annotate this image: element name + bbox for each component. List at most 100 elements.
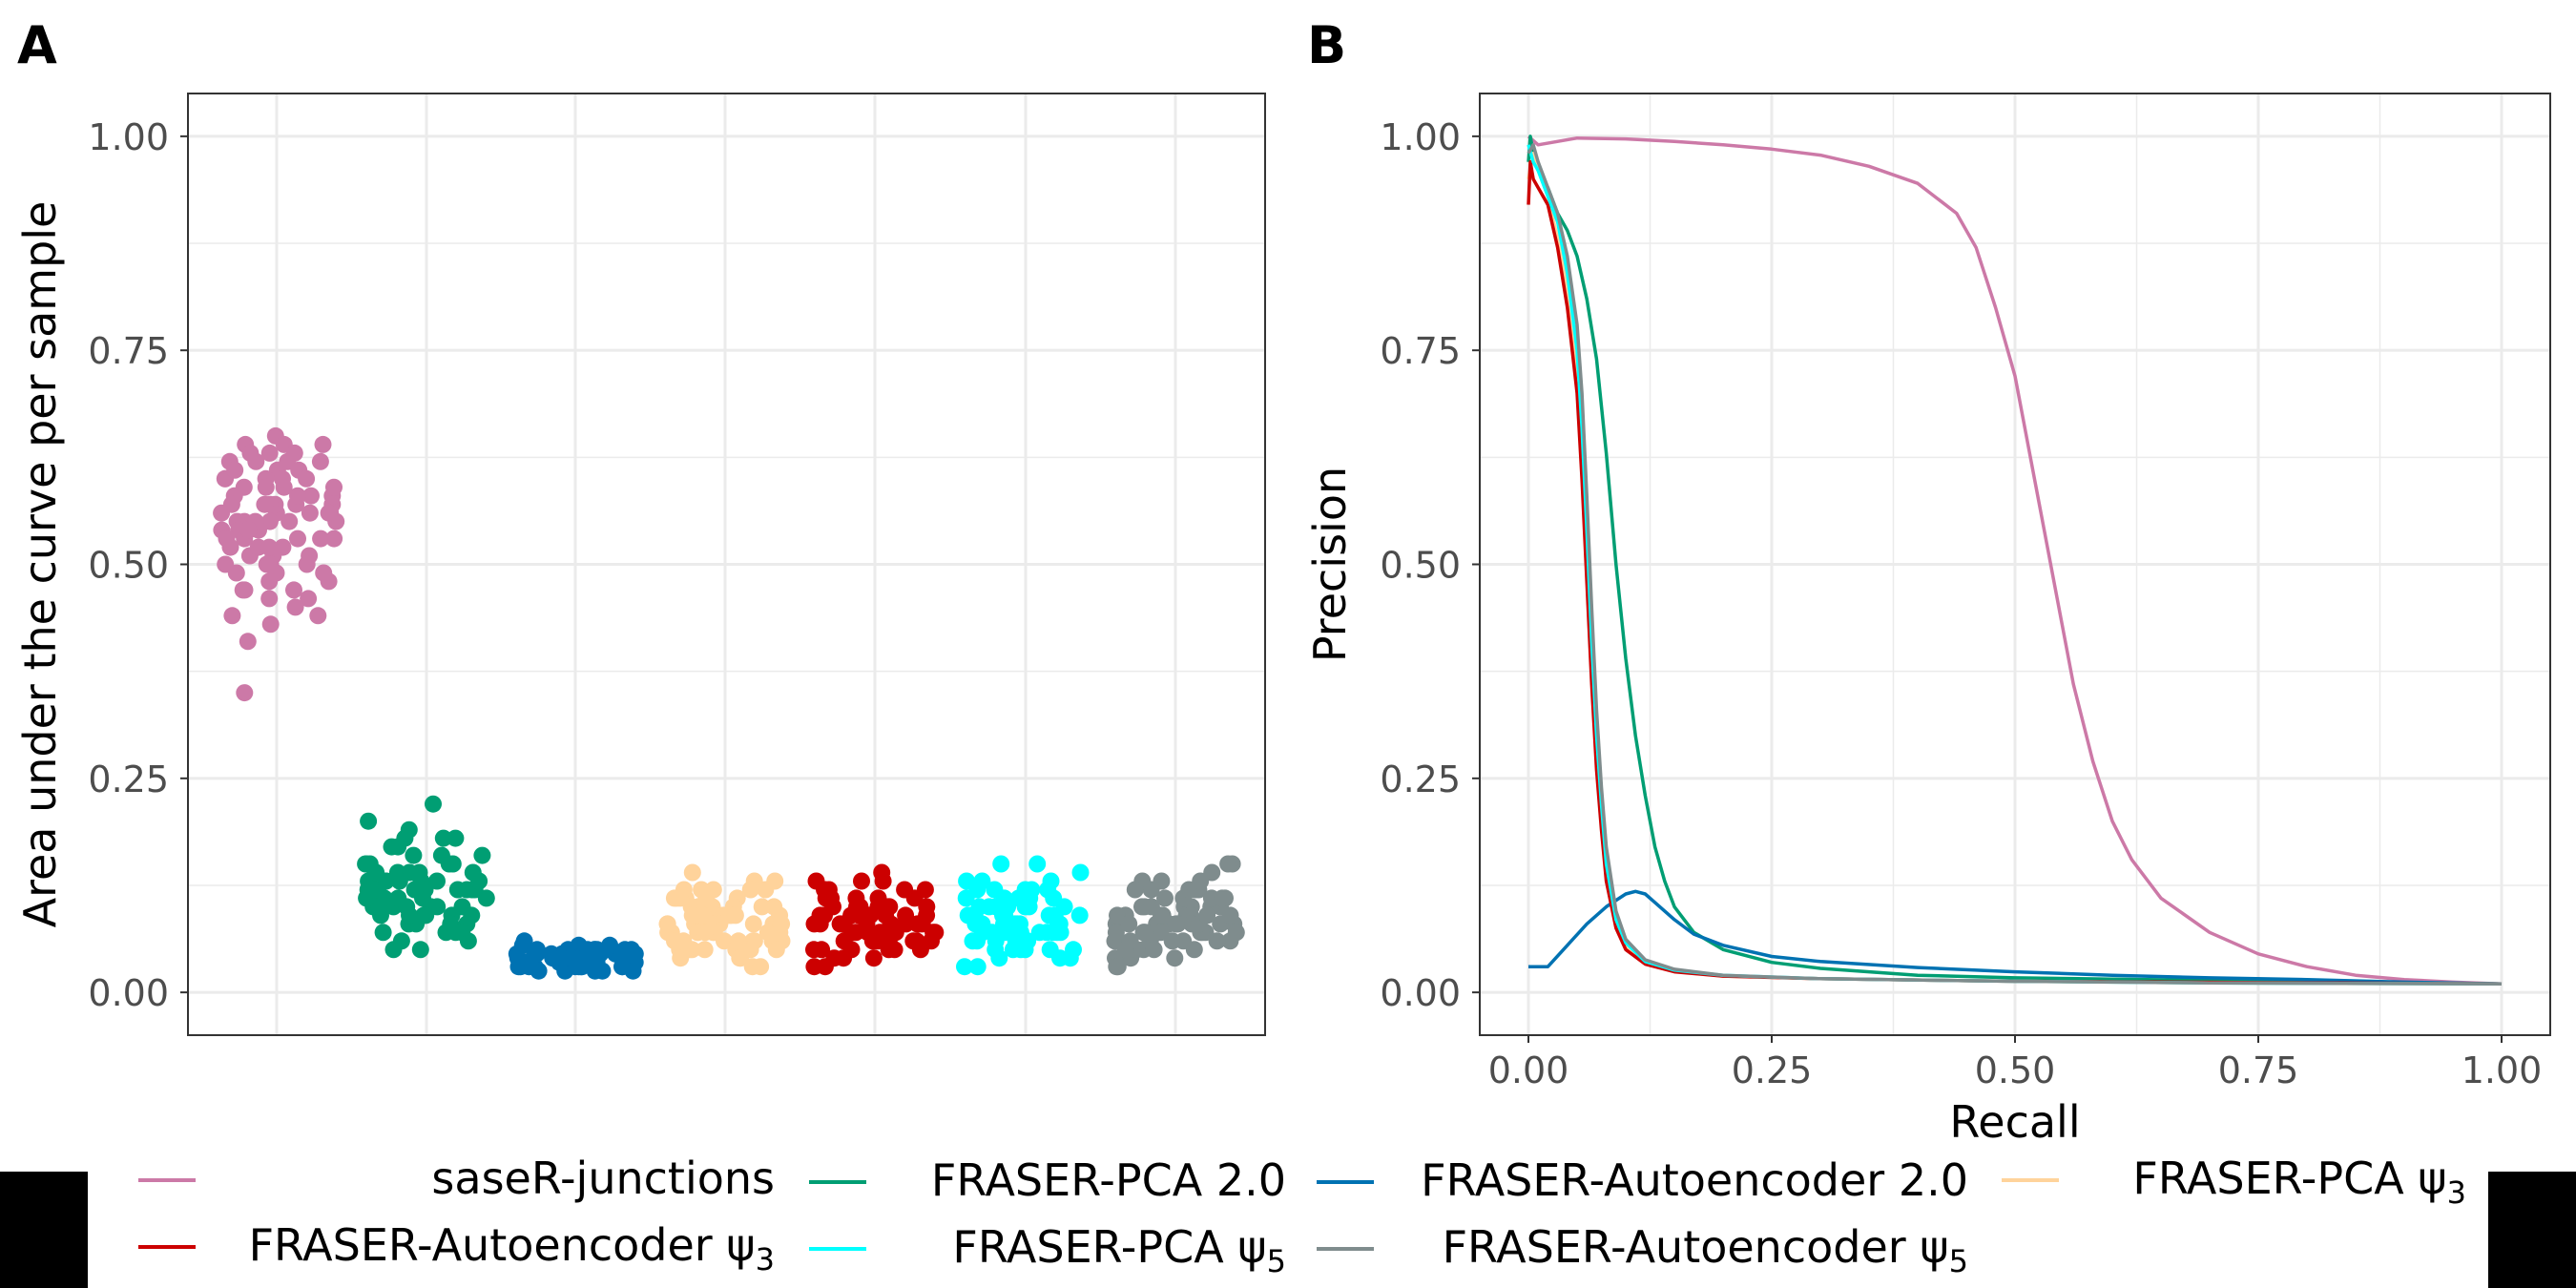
panel-b-line-saser-junctions (1527, 135, 2503, 986)
legend-label-text: FRASER-PCA ψ (2132, 1153, 2446, 1204)
panel-a-point-fraser-pca-psi3 (741, 881, 759, 899)
panel-b-line-fraser-autoencoder-psi5 (1527, 143, 2503, 986)
panel-a-point-fraser-pca-2-0 (360, 812, 378, 830)
panel-a-point-fraser-pca-2-0 (411, 941, 429, 959)
panel-a-point-fraser-autoencoder-psi3 (916, 881, 934, 899)
panel-a-point-fraser-pca-psi5 (980, 898, 998, 916)
panel-a-point-saser-junctions (286, 598, 304, 616)
panel-a-point-saser-junctions (325, 478, 343, 496)
panel-a-point-fraser-pca-psi5 (968, 958, 987, 976)
panel-a-point-saser-junctions (217, 555, 235, 573)
panel-a-point-fraser-autoencoder-psi5 (1156, 889, 1174, 907)
panel-a-point-fraser-autoencoder-psi3 (882, 915, 900, 933)
panel-a-point-fraser-autoencoder-psi5 (1126, 881, 1144, 899)
panel-a-point-saser-junctions (325, 530, 343, 548)
panel-a-point-saser-junctions (280, 512, 299, 530)
panel-a-point-fraser-pca-2-0 (367, 863, 385, 882)
panel-a-point-fraser-autoencoder-psi3 (896, 881, 914, 899)
panel-b-xtick-label: 1.00 (2462, 1049, 2543, 1091)
panel-a-point-fraser-autoencoder-2-0 (568, 953, 586, 971)
panel-a-point-fraser-autoencoder-psi5 (1219, 855, 1237, 873)
panel-a-point-fraser-autoencoder-2-0 (622, 941, 640, 959)
panel-a-point-saser-junctions (223, 607, 241, 625)
legend-label-text: FRASER-PCA ψ (952, 1221, 1266, 1273)
panel-a-point-fraser-autoencoder-psi5 (1120, 915, 1138, 933)
legend-label-text: FRASER-Autoencoder 2.0 (1421, 1154, 1968, 1206)
panel-a-point-saser-junctions (302, 487, 320, 505)
panel-a-point-fraser-autoencoder-psi3 (926, 924, 945, 942)
panel-a-point-fraser-autoencoder-psi3 (853, 872, 870, 890)
panel-a-point-fraser-autoencoder-psi5 (1136, 924, 1154, 942)
panel-a-point-saser-junctions (256, 495, 274, 513)
panel-a-point-fraser-pca-psi3 (683, 863, 701, 882)
panel-a-point-saser-junctions (274, 469, 291, 488)
panel-b-ylabel: Precision (1304, 467, 1356, 662)
panel-a-point-fraser-autoencoder-psi5 (1192, 872, 1210, 890)
panel-a-point-fraser-pca-2-0 (390, 872, 408, 890)
panel-a-point-fraser-autoencoder-psi5 (1221, 906, 1239, 924)
panel-a-point-saser-junctions (234, 581, 252, 599)
panel-a-point-saser-junctions (218, 530, 236, 548)
panel-a-point-fraser-pca-2-0 (370, 898, 387, 916)
panel-b-ytick-label: 0.25 (1380, 758, 1461, 800)
panel-a-point-fraser-pca-psi3 (773, 915, 791, 933)
panel-label-a: A (17, 15, 57, 75)
panel-a-point-fraser-pca-psi3 (695, 906, 713, 924)
panel-a-point-fraser-autoencoder-psi3 (805, 915, 823, 933)
panel-a-point-fraser-pca-2-0 (392, 932, 410, 950)
panel-b-ytick-label: 0.75 (1380, 330, 1461, 372)
panel-a-point-saser-junctions (285, 444, 303, 462)
panel-a-point-fraser-pca-2-0 (405, 881, 424, 899)
panel-a-point-fraser-pca-2-0 (447, 924, 465, 942)
legend-label-subscript: 5 (1267, 1243, 1286, 1279)
panel-a-point-fraser-autoencoder-psi3 (907, 932, 925, 950)
panel-b-ytick-label: 0.50 (1380, 545, 1461, 587)
panel-a-point-saser-junctions (315, 564, 333, 582)
panel-b-xlabel: Recall (1949, 1096, 2080, 1148)
panel-a-point-fraser-autoencoder-2-0 (613, 958, 631, 976)
panel-label-b: B (1307, 15, 1346, 75)
panel-a-point-fraser-pca-psi5 (1023, 881, 1041, 899)
panel-a-point-fraser-pca-psi3 (696, 941, 714, 959)
panel-a-ylabel: Area under the curve per sample (14, 201, 66, 928)
panel-a-point-fraser-pca-psi5 (1045, 889, 1063, 907)
panel-a-point-fraser-pca-2-0 (365, 881, 384, 899)
panel-a-ytick-label: 0.25 (88, 758, 169, 800)
panel-a-point-fraser-autoencoder-psi3 (897, 906, 915, 924)
panel-a-point-fraser-autoencoder-psi3 (908, 915, 926, 933)
panel-a-point-saser-junctions (239, 521, 258, 539)
panel-b-xtick-label: 0.25 (1732, 1049, 1813, 1091)
panel-a-point-fraser-pca-psi3 (752, 958, 770, 976)
panel-a-point-fraser-autoencoder-psi3 (825, 949, 843, 967)
panel-a-point-fraser-autoencoder-2-0 (530, 962, 548, 980)
panel-a-point-saser-junctions (260, 590, 279, 608)
legend-label-subscript: 5 (1949, 1243, 1968, 1279)
panel-a-point-fraser-pca-psi5 (995, 915, 1012, 933)
panel-a-point-fraser-pca-psi5 (1009, 889, 1028, 907)
panel-a-point-fraser-pca-psi5 (1028, 855, 1047, 873)
panel-a-point-fraser-pca-psi3 (744, 915, 762, 933)
panel-a-point-fraser-autoencoder-psi3 (850, 906, 868, 924)
panel-a-point-saser-junctions (260, 538, 279, 556)
panel-a-point-fraser-autoencoder-2-0 (586, 941, 604, 959)
panel-a-point-saser-junctions (298, 555, 316, 573)
panel-a-point-fraser-pca-psi5 (990, 949, 1008, 967)
panel-a-point-fraser-pca-psi5 (1070, 906, 1089, 924)
panel-a-point-saser-junctions (247, 452, 265, 470)
legend-label: FRASER-PCA ψ5 (952, 1221, 1286, 1279)
panel-a-point-saser-junctions (285, 581, 302, 599)
panel-a-point-fraser-pca-psi5 (1061, 949, 1079, 967)
panel-a-ytick-label: 0.75 (88, 330, 169, 372)
legend-label: FRASER-Autoencoder ψ5 (1443, 1221, 1968, 1279)
panel-a-point-fraser-autoencoder-2-0 (552, 949, 571, 967)
panel-a-point-fraser-autoencoder-psi3 (918, 898, 936, 916)
panel-a-point-fraser-pca-psi5 (956, 958, 973, 976)
panel-a-point-fraser-autoencoder-2-0 (508, 945, 526, 963)
legend-label: FRASER-Autoencoder 2.0 (1421, 1154, 1968, 1206)
legend-right-black-block (2488, 1172, 2576, 1288)
panel-a-point-saser-junctions (236, 684, 254, 702)
panel-a-point-fraser-autoencoder-psi5 (1198, 906, 1216, 924)
legend-label-text: FRASER-PCA 2.0 (931, 1154, 1286, 1206)
legend-label-text: saseR-junctions (431, 1153, 775, 1204)
panel-a-point-fraser-pca-2-0 (447, 829, 465, 847)
